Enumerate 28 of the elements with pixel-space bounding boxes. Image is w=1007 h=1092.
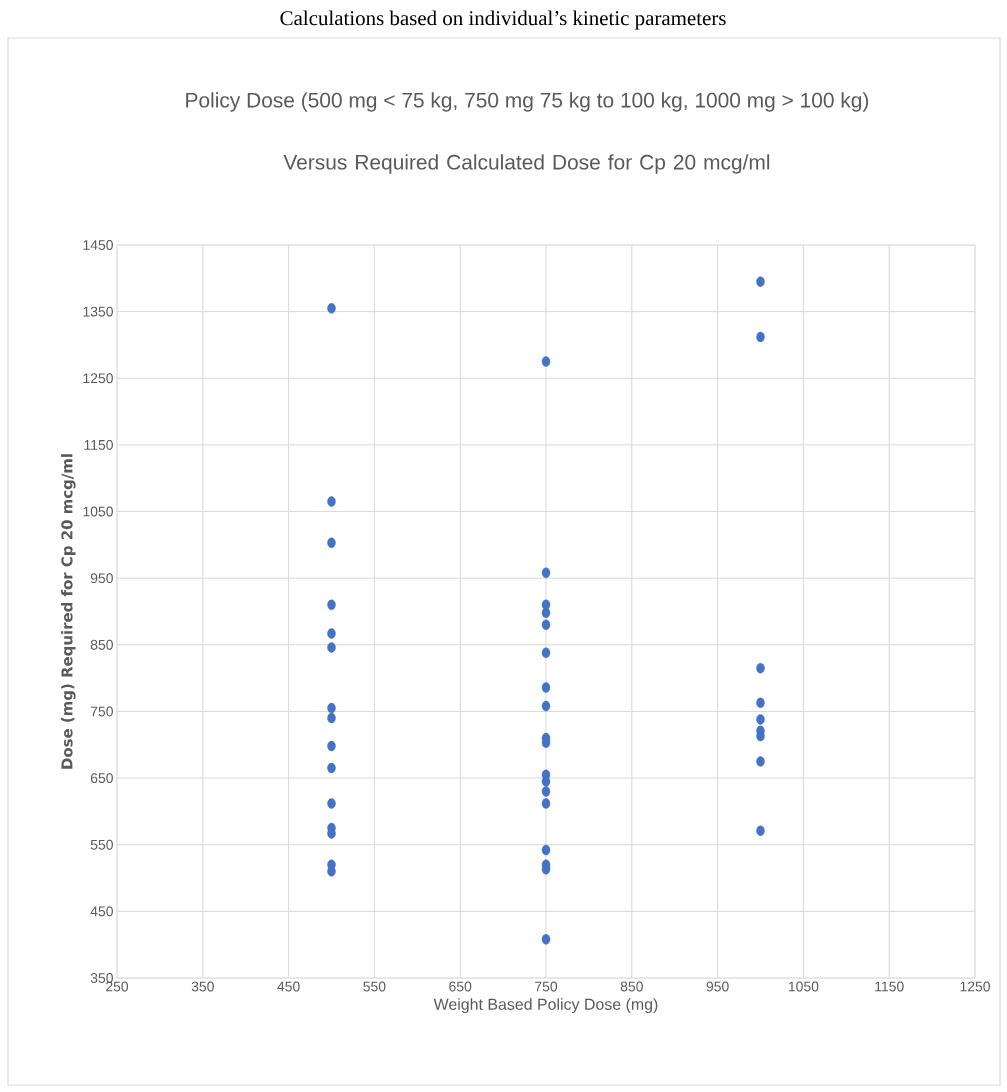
y-tick-label: 950: [90, 573, 113, 584]
y-tick-label: 1150: [84, 439, 113, 450]
x-tick-label: 1150: [875, 981, 904, 992]
y-tick-label: 650: [90, 773, 113, 784]
chart-title: Policy Dose (500 mg < 75 kg, 750 mg 75 kg to 100 kg, 1000 mg > 100 kg): [186, 92, 869, 112]
y-tick-label: 750: [90, 706, 113, 717]
y-tick-label: 450: [90, 906, 113, 917]
x-tick-label: 950: [706, 981, 729, 992]
chart-subtitle: Versus Required Calculated Dose for Cp 20 mcg/ml: [283, 154, 770, 174]
y-tick-label: 1450: [83, 240, 113, 250]
x-tick-label: 750: [535, 981, 558, 992]
x-tick-label: 350: [191, 981, 214, 992]
y-tick-label: 1050: [83, 506, 113, 517]
x-axis-title: Weight Based Policy Dose (mg): [433, 998, 658, 1014]
y-tick-label: 550: [90, 839, 113, 850]
y-tick-label: 850: [90, 639, 113, 650]
text: Calculations based on individual’s kinetic parameters: [280, 10, 726, 30]
x-tick-label: 550: [363, 981, 386, 992]
x-tick-label: 1250: [960, 981, 990, 992]
x-tick-label: 1050: [788, 981, 819, 992]
y-tick-label: 1250: [83, 373, 113, 384]
x-tick-label: 850: [620, 981, 643, 992]
x-tick-label: 450: [277, 981, 300, 992]
x-tick-label: 650: [449, 981, 472, 992]
y-tick-label: 1350: [83, 306, 113, 317]
y-axis-title: Dose (mg) Required for Cp 20 mcg/ml: [61, 454, 76, 769]
y-tick-label: 350: [90, 973, 113, 983]
x-tick-label: 250: [106, 981, 129, 992]
